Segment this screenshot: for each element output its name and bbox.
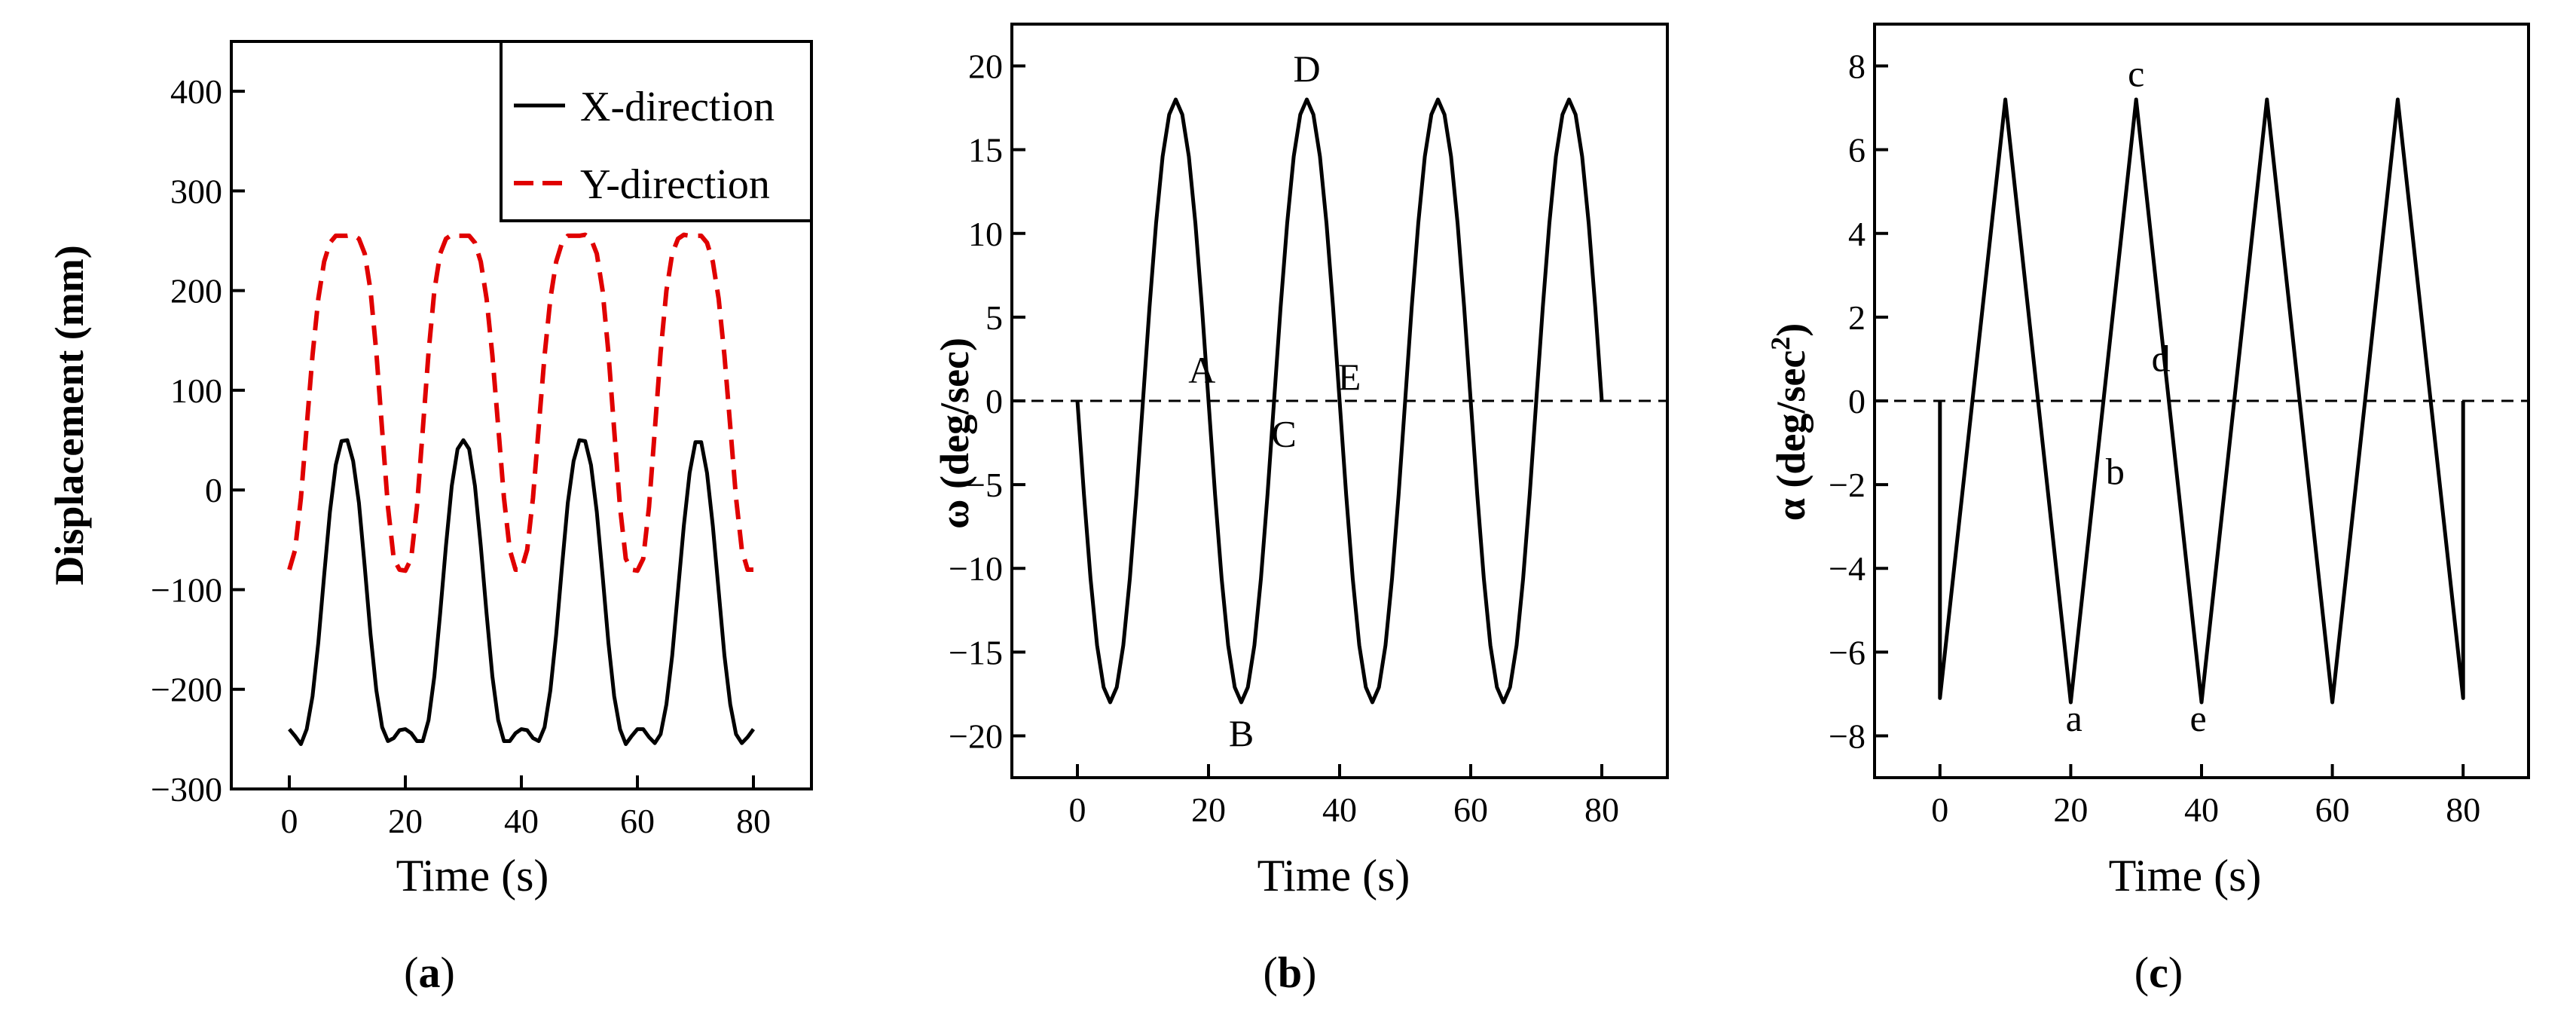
panel-c-lines (1938, 97, 2465, 705)
panel-c-series-line-1 (1938, 97, 2465, 705)
panel-b-annotation-A: A (1188, 349, 1215, 391)
panel-c-annotation-d: d (2152, 337, 2171, 379)
panel-c-y-axis-title-sup: 2 (1765, 337, 1795, 350)
panel-a-x-tick-label: 60 (620, 802, 655, 840)
panel-c-caption-open: ( (2134, 948, 2149, 997)
panel-b-y-ticks: −20 −15 −10 −5 0 5 10 15 20 (949, 47, 1025, 755)
panel-b-y-tick-label: 20 (968, 47, 1003, 86)
panel-b-x-axis-title: Time (s) (1257, 851, 1410, 900)
legend-box (500, 40, 813, 222)
panel-c-y-axis-title-main: α (deg/sec (1768, 350, 1814, 521)
panel-c-y-tick-label: −2 (1829, 466, 1866, 504)
panel-c-x-ticks: 0 20 40 60 80 (1931, 764, 2480, 829)
panel-a-y-tick-label: 400 (170, 72, 222, 111)
panel-b-y-tick-label: 10 (968, 215, 1003, 253)
panel-b-y-tick-label: 15 (968, 131, 1003, 170)
panel-a-series-line-1 (288, 438, 756, 746)
panel-c-y-tick-label: 0 (1848, 382, 1866, 420)
panel-a-x-tick-label: 80 (736, 802, 771, 840)
panel-c-x-tick-label: 0 (1931, 790, 1948, 829)
panel-a-y-ticks: −300 −200 −100 0 100 200 300 400 (151, 72, 245, 809)
panel-c-y-axis-title: α (deg/sec2) (1765, 323, 1814, 521)
panel-a-y-tick-label: 200 (170, 272, 222, 310)
panel-c-y-axis-title-close: ) (1768, 323, 1814, 337)
panel-a-y-tick-label: −200 (151, 671, 222, 709)
panel-c-annotations: c d b a e (2066, 53, 2207, 740)
panel-c-annotation-a: a (2066, 697, 2082, 739)
panel-b-annotations: D A CE B (1188, 47, 1361, 754)
panel-a-y-tick-label: 300 (170, 172, 222, 210)
panel-a-x-tick-label: 40 (504, 802, 539, 840)
panel-b-x-tick-label: 40 (1322, 790, 1357, 829)
panel-c-annotation-e: e (2190, 697, 2207, 739)
panel-c-y-tick-label: 2 (1848, 298, 1866, 337)
panel-b-y-axis-title: ω (deg/sec) (932, 338, 977, 529)
panel-c: −8 −6 −4 −2 0 2 4 6 8 0 20 40 60 80 c d b a e α (deg/sec… (1765, 23, 2530, 997)
panel-a-y-tick-label: 0 (205, 471, 222, 509)
panel-a-caption-close: ) (441, 948, 455, 997)
panel-b-caption: (b) (1264, 948, 1317, 997)
panel-c-y-tick-label: −8 (1829, 717, 1866, 755)
panel-b-x-ticks: 0 20 40 60 80 (1069, 764, 1619, 829)
panel-c-annotation-b: b (2106, 450, 2125, 492)
panel-b-caption-letter: b (1278, 948, 1302, 997)
panel-b-lines (1075, 97, 1604, 705)
panel-c-caption: (c) (2134, 948, 2183, 997)
panel-c-caption-letter: c (2149, 948, 2168, 997)
panel-a-x-tick-label: 20 (388, 802, 423, 840)
legend-label-y-direction: Y-direction (580, 161, 770, 208)
panel-a-lines (287, 232, 756, 746)
panel-b-y-tick-label: −15 (949, 633, 1003, 671)
panel-a-caption-open: ( (404, 948, 418, 997)
panel-b-y-tick-label: −20 (949, 717, 1003, 755)
panel-a-series-line-2 (287, 232, 753, 573)
panel-c-y-ticks: −8 −6 −4 −2 0 2 4 6 8 (1829, 47, 1888, 755)
legend: X-direction Y-direction (500, 40, 813, 222)
panel-a-y-tick-label: 100 (170, 371, 222, 410)
legend-label-x-direction: X-direction (580, 84, 775, 130)
panel-c-y-tick-label: 4 (1848, 215, 1866, 253)
panel-b-caption-close: ) (1302, 948, 1316, 997)
panel-a: −300 −200 −100 0 100 200 300 400 0 20 40 60 80 Disp… (47, 40, 813, 997)
panel-c-y-tick-label: −4 (1829, 549, 1866, 588)
panel-b-caption-open: ( (1264, 948, 1278, 997)
panel-b-y-tick-label: −10 (949, 549, 1003, 588)
panel-c-y-tick-label: −6 (1829, 633, 1866, 671)
panel-a-x-axis-title: Time (s) (396, 851, 549, 900)
panel-a-y-axis-title: Displacement (mm) (47, 245, 92, 585)
panel-a-y-tick-label: −100 (151, 570, 222, 609)
panel-b-y-tick-label: 0 (985, 382, 1003, 420)
panel-b-annotation-E: E (1338, 356, 1361, 398)
panel-b: −20 −15 −10 −5 0 5 10 15 20 0 20 40 60 80 D A CE B ω (d… (932, 23, 1669, 997)
panel-a-x-tick-label: 0 (281, 802, 298, 840)
panel-b-x-tick-label: 80 (1584, 790, 1619, 829)
panel-b-x-tick-label: 0 (1069, 790, 1086, 829)
panel-a-y-tick-label: −300 (151, 770, 222, 809)
panel-b-x-tick-label: 60 (1453, 790, 1488, 829)
panel-b-annotation-D: D (1293, 47, 1320, 90)
panel-a-caption-letter: a (419, 948, 441, 997)
panel-c-caption-close: ) (2168, 948, 2183, 997)
panel-a-caption: (a) (404, 948, 455, 997)
panel-c-x-axis-title: Time (s) (2109, 851, 2262, 900)
panel-b-y-tick-label: −5 (966, 466, 1003, 504)
panel-b-y-tick-label: 5 (985, 298, 1003, 337)
panel-b-annotation-C: C (1271, 412, 1296, 454)
panel-c-x-tick-label: 80 (2446, 790, 2480, 829)
panel-a-x-ticks: 0 20 40 60 80 (281, 775, 771, 840)
panel-b-series-line-1 (1075, 97, 1604, 705)
panel-c-x-tick-label: 20 (2053, 790, 2088, 829)
panel-c-y-tick-label: 6 (1848, 131, 1866, 170)
panel-c-y-tick-label: 8 (1848, 47, 1866, 86)
panel-c-x-tick-label: 60 (2315, 790, 2350, 829)
panel-c-annotation-c: c (2128, 53, 2144, 95)
panel-c-x-tick-label: 40 (2184, 790, 2219, 829)
panel-b-x-tick-label: 20 (1191, 790, 1226, 829)
panel-b-annotation-B: B (1229, 712, 1254, 754)
